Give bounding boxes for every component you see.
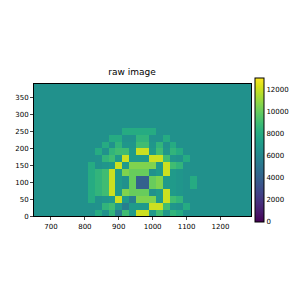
svg-text:2000: 2000 [266, 196, 284, 204]
svg-text:100: 100 [15, 179, 28, 187]
svg-text:250: 250 [15, 128, 28, 136]
svg-text:350: 350 [15, 94, 28, 102]
svg-text:1100: 1100 [178, 223, 196, 231]
svg-text:900: 900 [112, 223, 125, 231]
svg-text:1200: 1200 [212, 223, 230, 231]
svg-text:200: 200 [15, 145, 28, 153]
svg-text:50: 50 [20, 196, 29, 204]
svg-text:150: 150 [15, 162, 28, 170]
svg-text:8000: 8000 [266, 130, 284, 138]
svg-text:12000: 12000 [266, 86, 288, 94]
svg-text:10000: 10000 [266, 108, 288, 116]
svg-text:4000: 4000 [266, 174, 284, 182]
svg-text:raw image: raw image [108, 67, 156, 77]
svg-text:0: 0 [24, 213, 28, 221]
svg-text:0: 0 [266, 218, 270, 226]
svg-text:6000: 6000 [266, 152, 284, 160]
svg-text:1000: 1000 [144, 223, 162, 231]
svg-text:300: 300 [15, 111, 28, 119]
svg-text:700: 700 [44, 223, 57, 231]
svg-text:800: 800 [78, 223, 91, 231]
